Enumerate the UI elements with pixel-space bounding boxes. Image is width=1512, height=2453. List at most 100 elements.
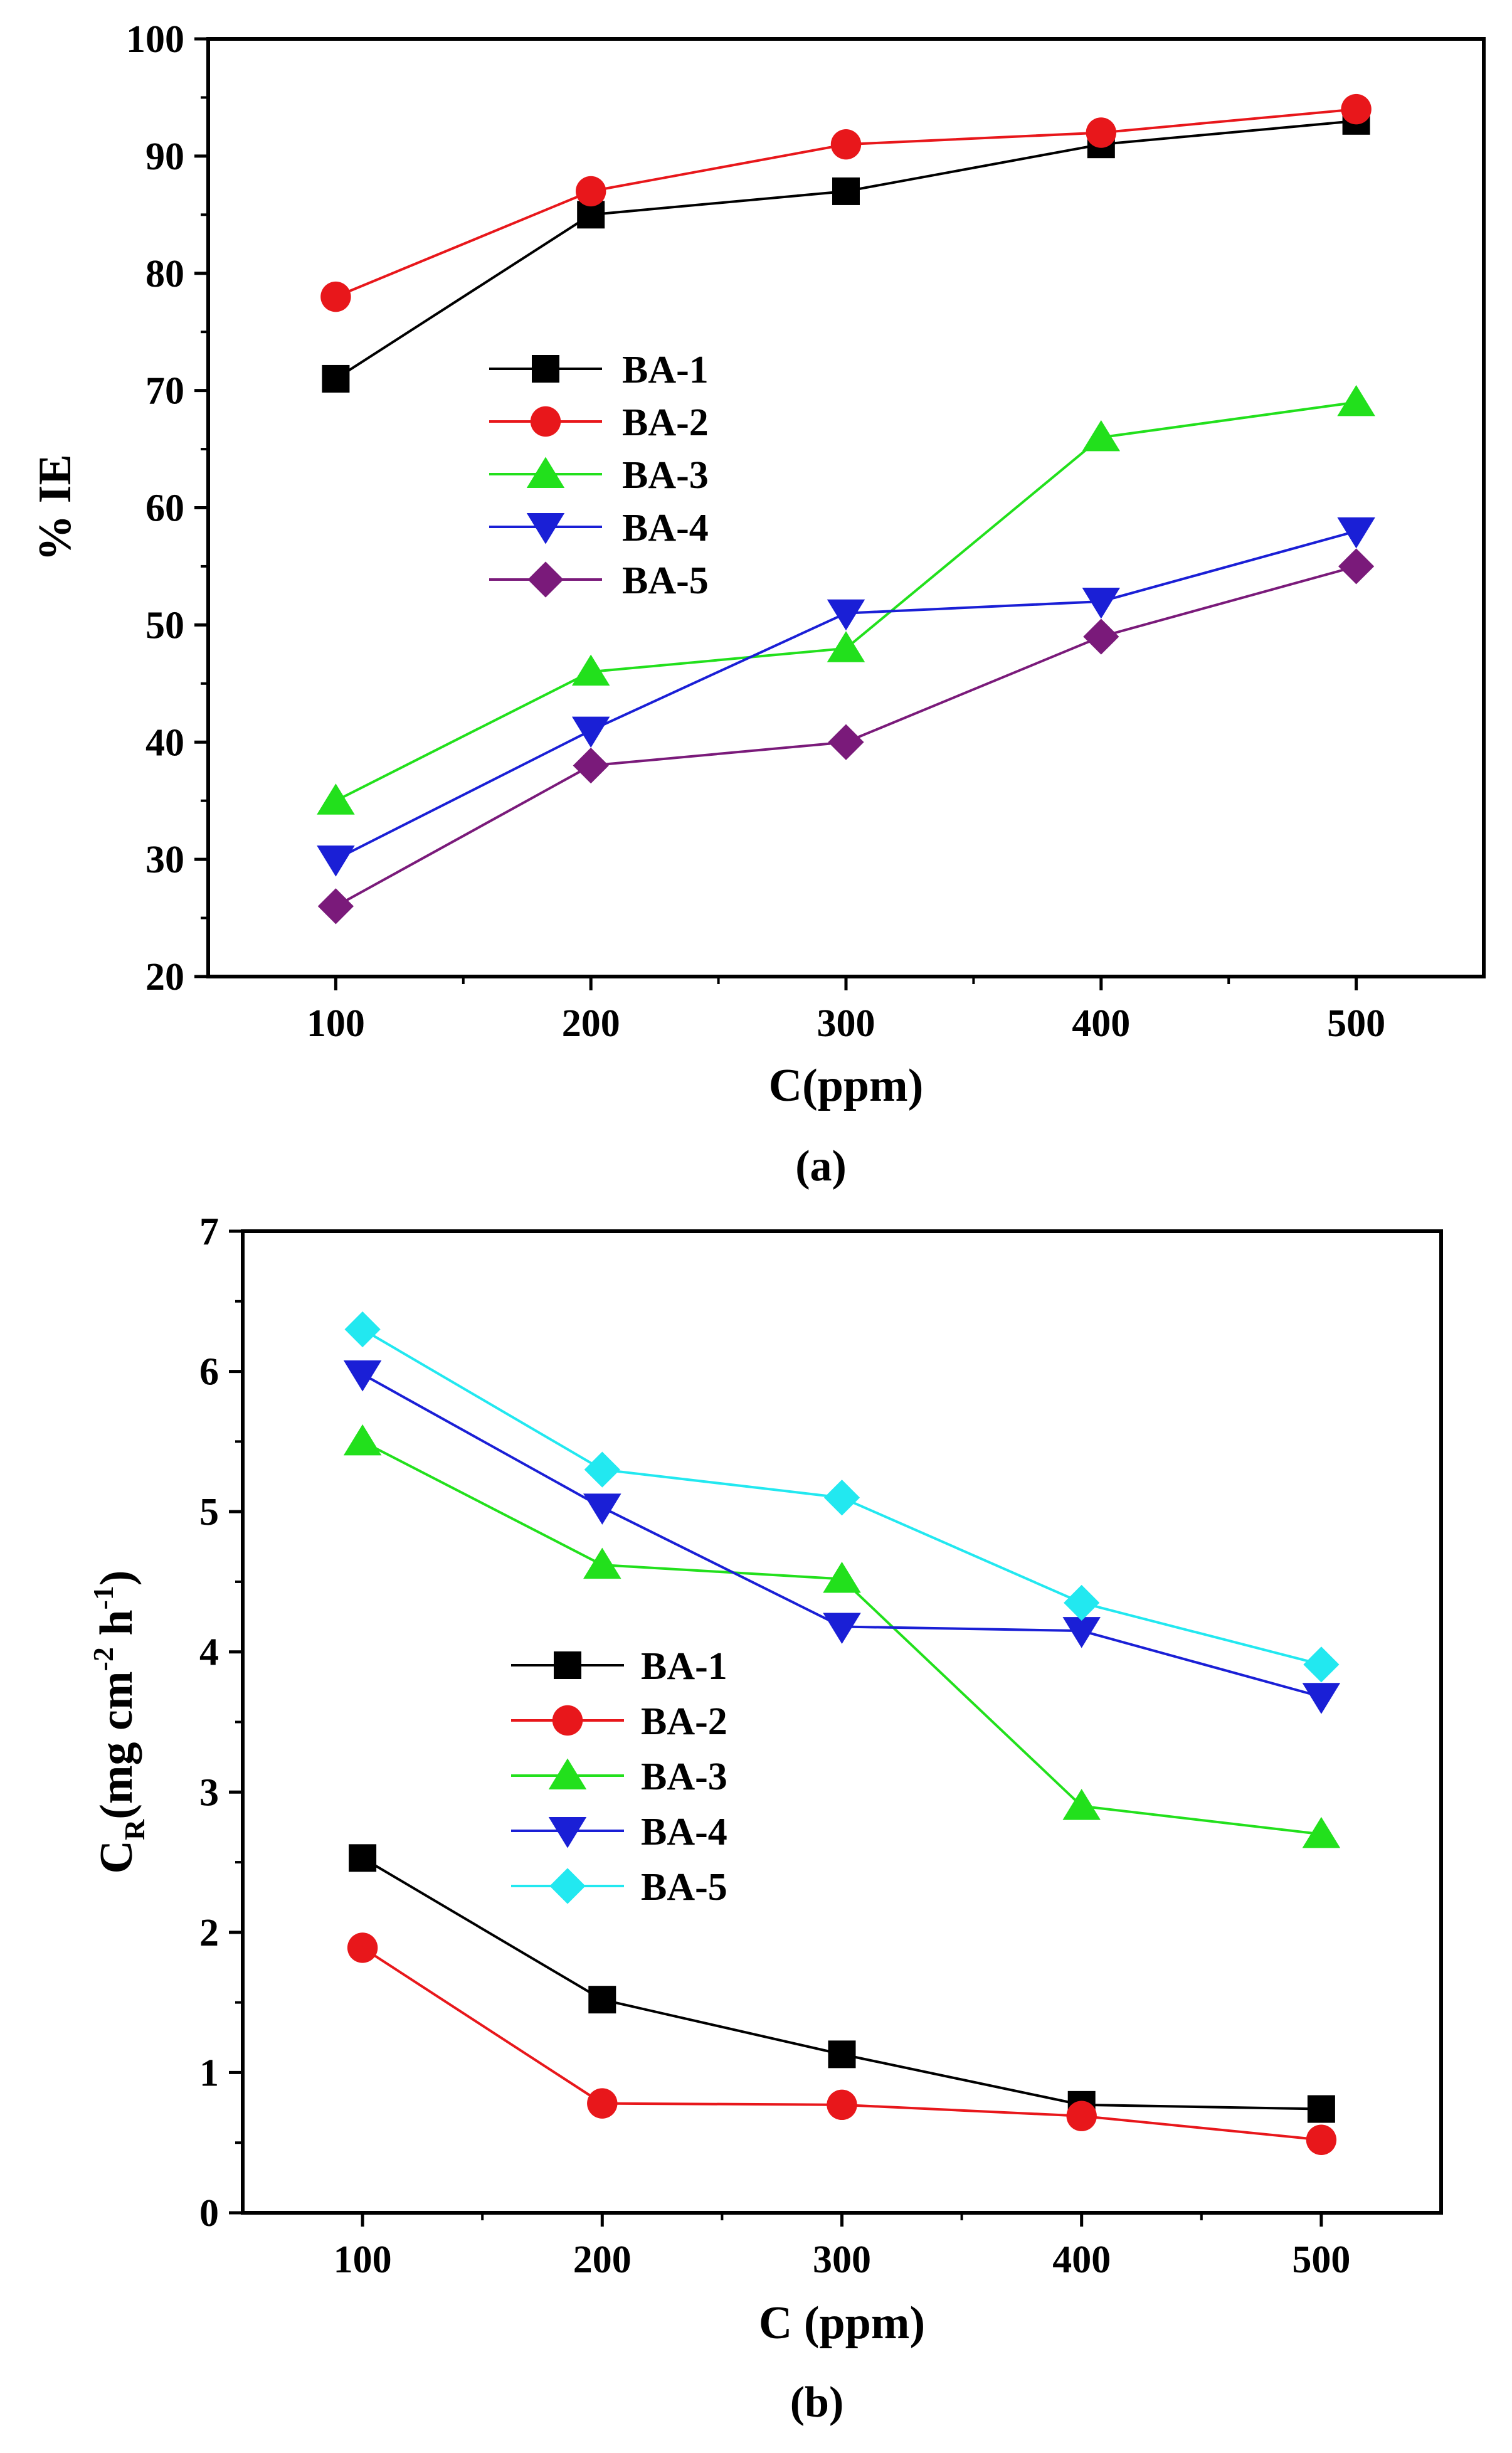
- x-tick-label: 400: [1052, 2238, 1111, 2281]
- panel-caption: (a): [795, 1142, 847, 1190]
- panel-caption: (b): [790, 2378, 844, 2427]
- data-point-ba-2: [347, 1932, 378, 1963]
- y-tick-label: 30: [145, 839, 184, 881]
- legend-marker: [530, 406, 561, 437]
- chart-panel-a: 20 30 40 50 60 70 80 90 100 100 200 300 400 500 C(ppm)…: [29, 18, 1486, 1190]
- data-point-ba-4: [823, 1613, 861, 1644]
- x-tick-label: 400: [1072, 1002, 1130, 1045]
- y-tick-label: 0: [199, 2192, 219, 2235]
- data-point-ba-2: [1066, 2101, 1097, 2131]
- legend-marker: [548, 1817, 587, 1848]
- legend-marker: [526, 457, 565, 488]
- y-axis-title: CR(mg cm-2 h-1): [87, 1571, 151, 1874]
- y-axis-title-part: -1: [87, 1586, 119, 1609]
- data-point-ba-4: [827, 599, 865, 631]
- y-tick-label: 20: [145, 956, 184, 999]
- data-point-ba-3: [823, 1561, 861, 1593]
- data-point-ba-5: [317, 888, 354, 925]
- x-tick-label: 100: [334, 2238, 392, 2281]
- y-tick-label: 80: [145, 253, 184, 295]
- legend-label: BA-5: [622, 559, 709, 602]
- legend-label: BA-5: [641, 1866, 727, 1909]
- legend: BA-1 BA-2 BA-3 BA-4 BA-5: [511, 1645, 727, 1909]
- legend-label: BA-2: [641, 1700, 727, 1743]
- data-point-ba-3: [1302, 1816, 1341, 1848]
- legend-label: BA-3: [641, 1756, 727, 1798]
- y-axis-title-part: h: [91, 1610, 142, 1648]
- legend-label: BA-4: [622, 507, 709, 549]
- legend-label: BA-1: [622, 349, 709, 391]
- data-point-ba-3: [317, 783, 355, 815]
- data-point-ba-4: [571, 716, 610, 748]
- y-axis-title-part: (mg cm: [91, 1672, 142, 1820]
- data-point-ba-5: [344, 1311, 381, 1348]
- x-tick-label: 300: [817, 1002, 875, 1045]
- series-line-ba-4: [335, 529, 1357, 861]
- legend-marker: [548, 1758, 587, 1789]
- data-point-ba-2: [576, 176, 606, 207]
- data-point-ba-1: [322, 364, 350, 393]
- data-point-ba-1: [832, 177, 860, 205]
- y-tick-label: 5: [199, 1491, 219, 1534]
- series-line-ba-4: [362, 1373, 1322, 1698]
- data-point-ba-5: [1303, 1646, 1340, 1683]
- data-point-ba-1: [1307, 2095, 1335, 2123]
- legend-marker: [552, 1705, 583, 1736]
- legend-marker: [526, 513, 565, 544]
- data-point-ba-1: [588, 1986, 616, 2014]
- data-point-ba-5: [573, 748, 609, 784]
- y-tick-label: 100: [126, 18, 184, 61]
- data-point-ba-2: [1341, 93, 1372, 125]
- data-point-ba-3: [583, 1547, 621, 1579]
- data-point-ba-5: [1083, 618, 1119, 655]
- data-point-ba-4: [343, 1360, 382, 1392]
- legend-label: BA-2: [622, 401, 709, 444]
- legend: BA-1 BA-2 BA-3 BA-4 BA-5: [489, 349, 709, 602]
- y-tick-label: 4: [199, 1631, 219, 1674]
- legend-marker: [527, 561, 564, 598]
- data-point-ba-1: [828, 2040, 856, 2069]
- data-point-ba-1: [349, 1844, 377, 1872]
- y-tick-label: 1: [199, 2052, 219, 2094]
- legend-marker: [554, 1651, 581, 1679]
- x-tick-label: 200: [562, 1002, 620, 1045]
- x-tick-label: 500: [1327, 1002, 1385, 1045]
- y-tick-label: 3: [199, 1771, 219, 1814]
- data-point-ba-2: [1306, 2124, 1337, 2155]
- x-tick-label: 200: [573, 2238, 632, 2281]
- series-line-ba-1: [362, 1857, 1321, 2111]
- data-point-ba-2: [320, 281, 351, 312]
- legend-label: BA-4: [641, 1811, 727, 1853]
- data-point-ba-4: [1302, 1683, 1341, 1714]
- y-tick-label: 50: [145, 604, 184, 647]
- data-point-ba-4: [1062, 1617, 1101, 1648]
- y-tick-label: 6: [199, 1351, 219, 1394]
- y-axis-title-part: R: [119, 1819, 151, 1840]
- chart-panel-b: 0 1 2 3 4 5 6 7 100 200 300 400 500 C (ppm) CR(mg cm-2…: [87, 1211, 1443, 2427]
- data-point-ba-3: [1337, 384, 1375, 416]
- data-point-ba-4: [317, 845, 355, 877]
- data-point-ba-2: [830, 129, 862, 160]
- series-line-ba-1: [335, 119, 1356, 380]
- data-point-ba-3: [1062, 1789, 1101, 1820]
- data-point-ba-5: [1338, 548, 1375, 585]
- data-point-ba-3: [571, 654, 610, 686]
- data-point-ba-4: [583, 1493, 621, 1525]
- data-point-ba-3: [1082, 420, 1121, 452]
- legend-marker: [549, 1868, 586, 1904]
- y-axis-title-part: ): [91, 1571, 142, 1586]
- data-point-ba-5: [1064, 1584, 1100, 1621]
- y-axis-title-part: C: [91, 1840, 142, 1873]
- x-axis-title: C(ppm): [769, 1060, 924, 1111]
- data-point-ba-5: [828, 724, 864, 760]
- data-point-ba-2: [827, 2089, 857, 2121]
- data-point-ba-2: [587, 2088, 618, 2119]
- y-tick-label: 7: [199, 1211, 219, 1253]
- y-tick-label: 40: [145, 721, 184, 764]
- data-point-ba-5: [823, 1480, 860, 1516]
- y-axis-title: % IE: [29, 454, 81, 561]
- data-point-ba-4: [1337, 517, 1375, 549]
- y-tick-label: 2: [199, 1912, 219, 1954]
- data-point-ba-4: [1082, 588, 1121, 619]
